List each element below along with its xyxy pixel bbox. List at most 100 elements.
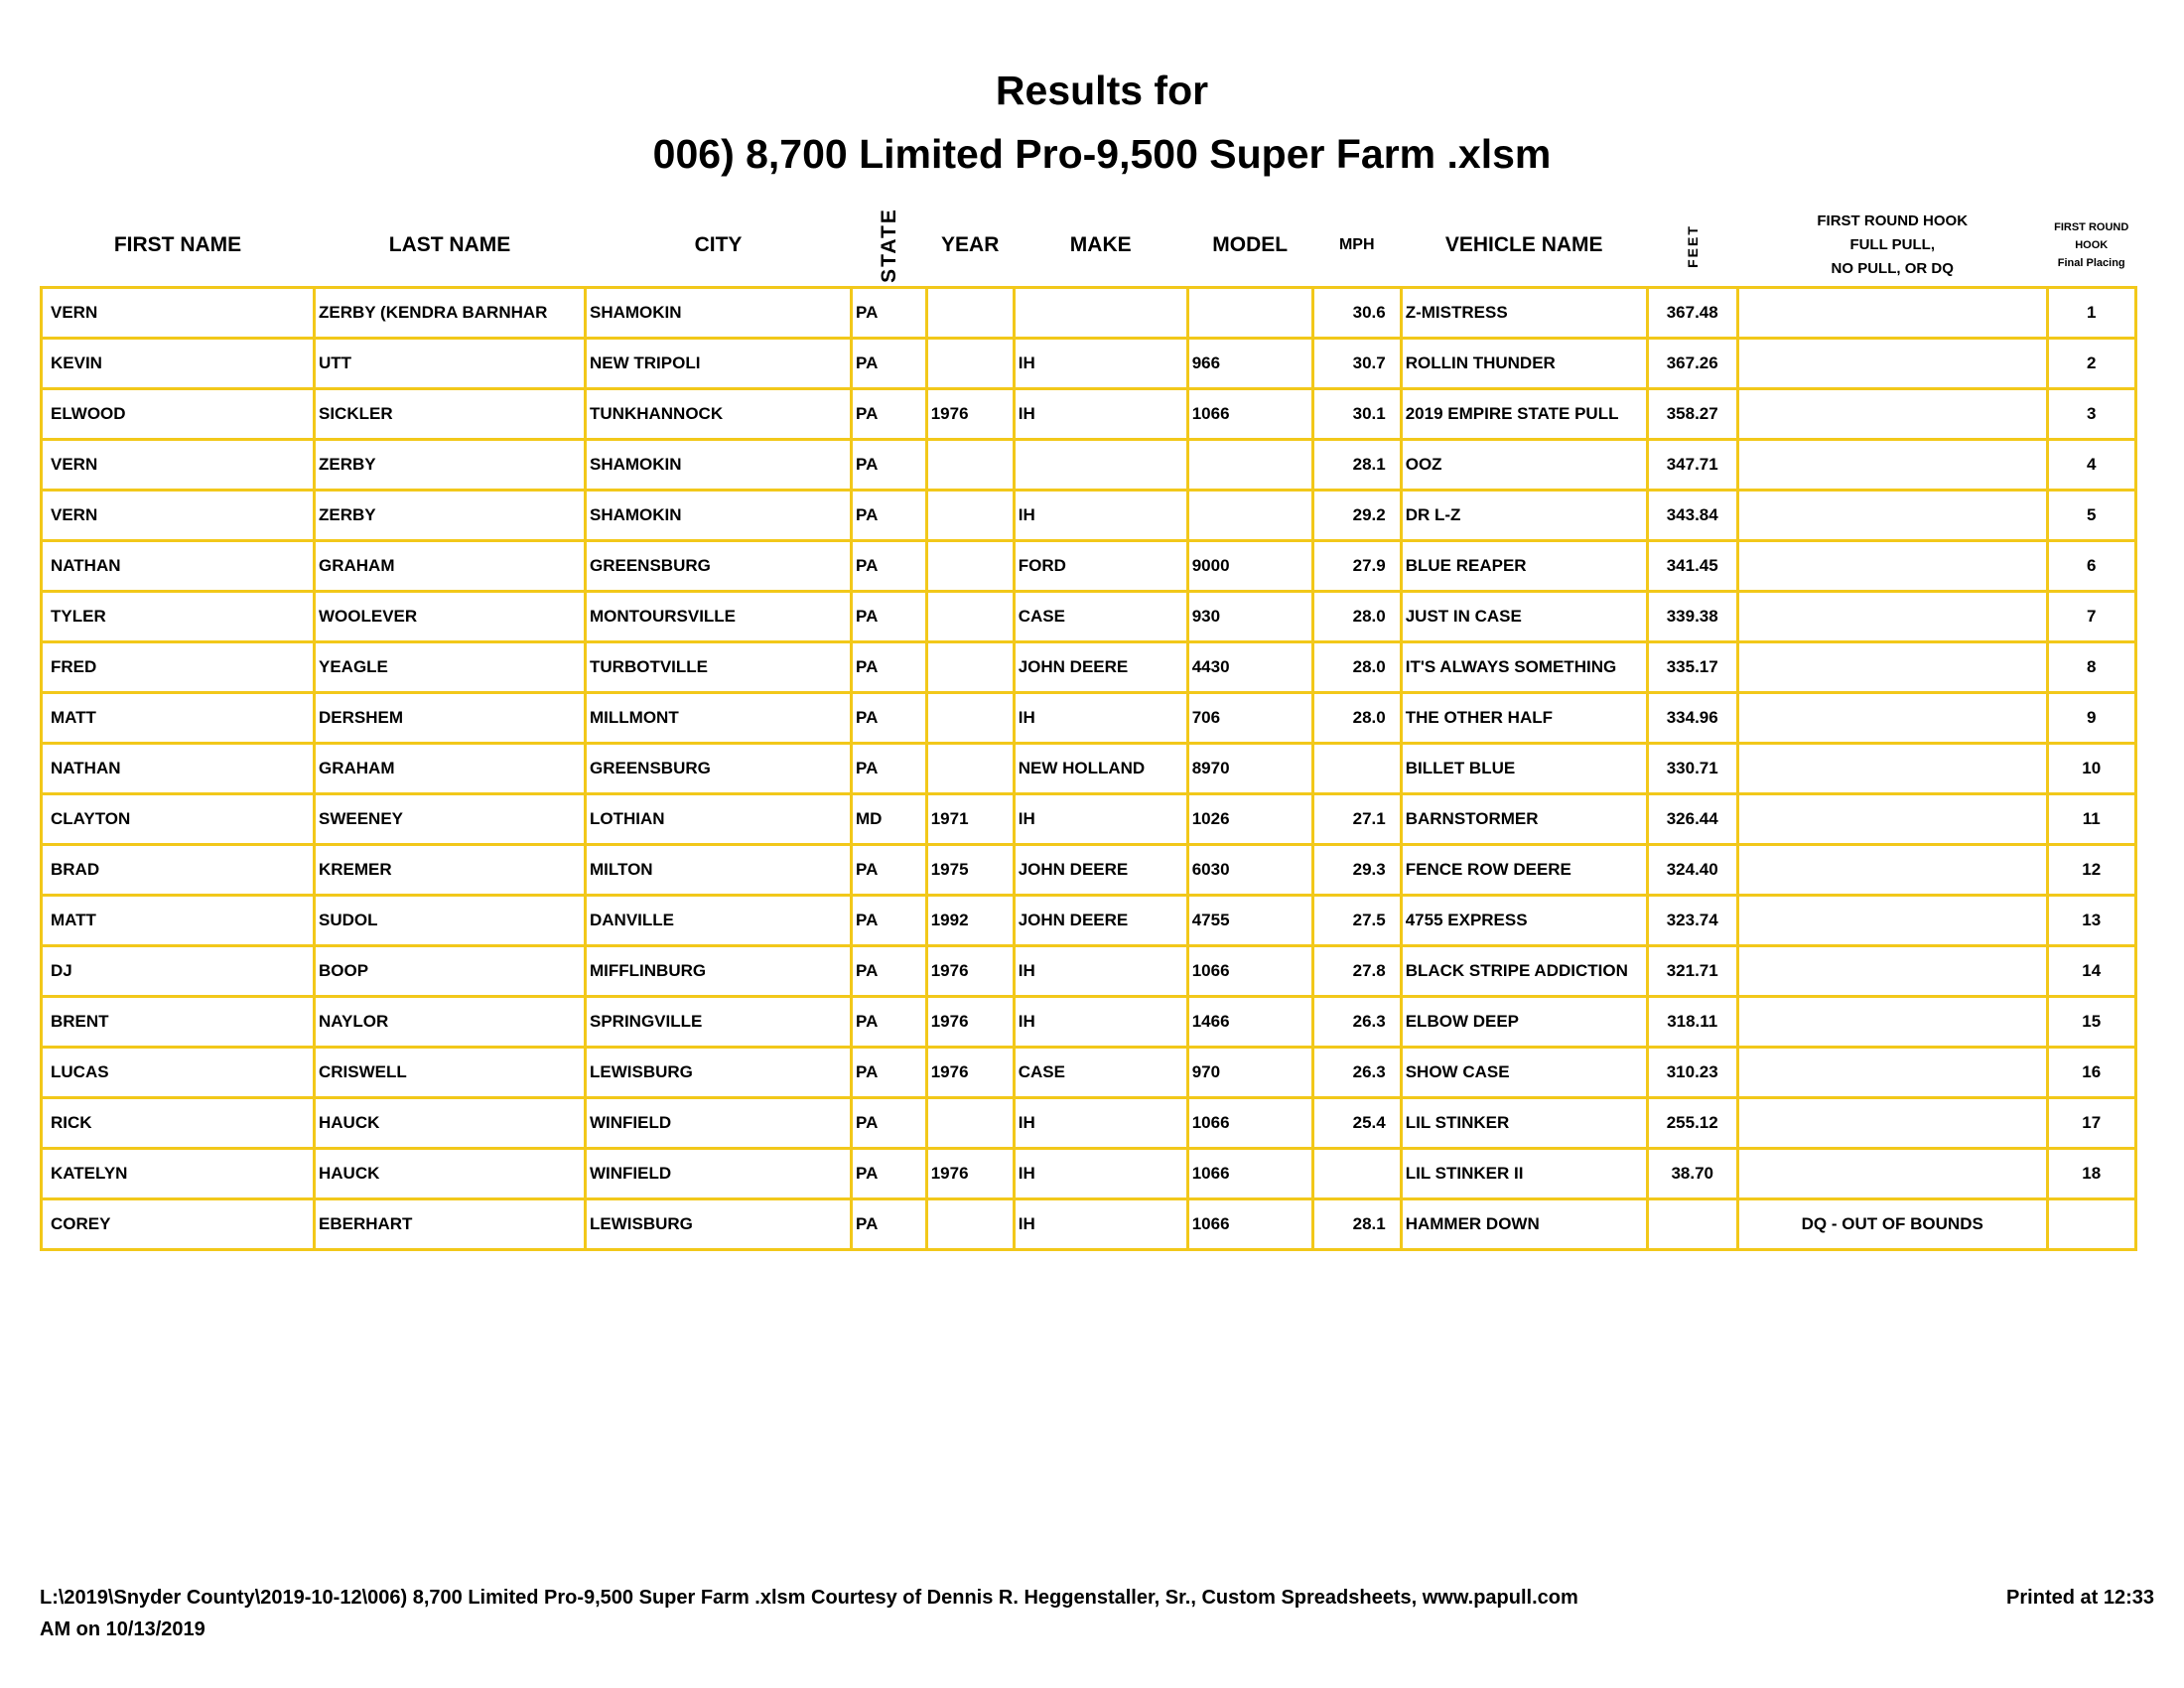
cell-state: PA <box>850 894 928 947</box>
cell-make: CASE <box>1012 590 1189 643</box>
cell-make: IH <box>1012 792 1189 846</box>
cell-vehicle-name: FENCE ROW DEERE <box>1399 843 1649 897</box>
table-row: LUCAS CRISWELL LEWISBURG PA 1976 CASE 970 26.3 S… <box>40 1046 2137 1099</box>
cell-city: NEW TRIPOLI <box>584 337 853 390</box>
header-label: NO PULL, OR DQ <box>1831 259 1954 277</box>
cell-first-name: VERN <box>40 286 316 340</box>
cell-first-round-hook <box>1735 843 2049 897</box>
cell-year <box>924 337 1016 390</box>
cell-state: PA <box>850 1096 928 1150</box>
cell-first-name: CLAYTON <box>40 792 316 846</box>
cell-state: PA <box>850 944 928 998</box>
cell-model <box>1185 489 1314 542</box>
table-row: KATELYN HAUCK WINFIELD PA 1976 IH 1066 LIL STIN… <box>40 1147 2137 1200</box>
cell-feet: 323.74 <box>1645 894 1739 947</box>
cell-state: PA <box>850 337 928 390</box>
cell-mph: 28.0 <box>1310 691 1403 745</box>
cell-make: IH <box>1012 691 1189 745</box>
cell-state: PA <box>850 843 928 897</box>
cell-first-name: DJ <box>40 944 316 998</box>
cell-state: PA <box>850 995 928 1049</box>
cell-city: MONTOURSVILLE <box>584 590 853 643</box>
cell-first-round-hook <box>1735 995 2049 1049</box>
footer: L:\2019\Snyder County\2019-10-12\006) 8,… <box>40 1582 2154 1645</box>
cell-feet: 310.23 <box>1645 1046 1739 1099</box>
cell-first-name: NATHAN <box>40 742 316 795</box>
cell-final-placing: 13 <box>2045 894 2137 947</box>
cell-city: WINFIELD <box>584 1147 853 1200</box>
cell-mph: 30.6 <box>1310 286 1403 340</box>
cell-feet: 321.71 <box>1645 944 1739 998</box>
cell-mph: 28.0 <box>1310 640 1403 694</box>
cell-feet: 255.12 <box>1645 1096 1739 1150</box>
cell-year <box>924 539 1016 593</box>
table-row: ELWOOD SICKLER TUNKHANNOCK PA 1976 IH 1066 30.1… <box>40 387 2137 441</box>
header-first-name: FIRST NAME <box>113 232 242 256</box>
cell-model: 1066 <box>1185 387 1314 441</box>
cell-mph: 26.3 <box>1310 1046 1403 1099</box>
cell-first-name: BRENT <box>40 995 316 1049</box>
cell-mph: 28.1 <box>1310 1197 1403 1251</box>
cell-city: GREENSBURG <box>584 742 853 795</box>
cell-make: IH <box>1012 944 1189 998</box>
cell-model: 4755 <box>1185 894 1314 947</box>
cell-year <box>924 286 1016 340</box>
cell-year <box>924 438 1016 492</box>
cell-city: LEWISBURG <box>584 1197 853 1251</box>
cell-final-placing: 3 <box>2045 387 2137 441</box>
cell-feet: 335.17 <box>1645 640 1739 694</box>
cell-first-round-hook <box>1735 286 2049 340</box>
table-row: MATT DERSHEM MILLMONT PA IH 706 28.0 THE OTHER … <box>40 691 2137 745</box>
cell-make: JOHN DEERE <box>1012 843 1189 897</box>
cell-last-name: GRAHAM <box>313 539 587 593</box>
cell-model <box>1185 438 1314 492</box>
cell-vehicle-name: Z-MISTRESS <box>1399 286 1649 340</box>
cell-first-name: KEVIN <box>40 337 316 390</box>
cell-make: IH <box>1012 995 1189 1049</box>
table-row: VERN ZERBY SHAMOKIN PA IH 29.2 DR L-Z 343.84 5 <box>40 489 2137 542</box>
header-vehicle-name: VEHICLE NAME <box>1444 232 1603 256</box>
cell-feet: 334.96 <box>1645 691 1739 745</box>
table-row: VERN ZERBY SHAMOKIN PA 28.1 OOZ 347.71 4 <box>40 438 2137 492</box>
cell-year <box>924 1197 1016 1251</box>
cell-city: SPRINGVILLE <box>584 995 853 1049</box>
cell-year <box>924 691 1016 745</box>
cell-vehicle-name: IT'S ALWAYS SOMETHING <box>1399 640 1649 694</box>
cell-last-name: ZERBY <box>313 489 587 542</box>
cell-final-placing: 14 <box>2045 944 2137 998</box>
header-year: YEAR <box>941 232 1000 256</box>
table-row: TYLER WOOLEVER MONTOURSVILLE PA CASE 930 28.0 J… <box>40 590 2137 643</box>
table-row: MATT SUDOL DANVILLE PA 1992 JOHN DEERE 4755 27.… <box>40 894 2137 947</box>
cell-last-name: SICKLER <box>313 387 587 441</box>
cell-mph: 25.4 <box>1310 1096 1403 1150</box>
cell-mph: 28.1 <box>1310 438 1403 492</box>
cell-feet: 343.84 <box>1645 489 1739 542</box>
cell-first-round-hook <box>1735 539 2049 593</box>
table-row: BRAD KREMER MILTON PA 1975 JOHN DEERE 6030 29.3… <box>40 843 2137 897</box>
cell-first-name: ELWOOD <box>40 387 316 441</box>
cell-make: IH <box>1012 1197 1189 1251</box>
cell-first-round-hook <box>1735 590 2049 643</box>
cell-model: 1466 <box>1185 995 1314 1049</box>
cell-final-placing: 5 <box>2045 489 2137 542</box>
cell-mph: 27.8 <box>1310 944 1403 998</box>
cell-city: SHAMOKIN <box>584 489 853 542</box>
cell-vehicle-name: ROLLIN THUNDER <box>1399 337 1649 390</box>
cell-last-name: GRAHAM <box>313 742 587 795</box>
cell-make: IH <box>1012 1147 1189 1200</box>
cell-make <box>1012 286 1189 340</box>
cell-final-placing: 4 <box>2045 438 2137 492</box>
cell-year: 1992 <box>924 894 1016 947</box>
cell-city: MIFFLINBURG <box>584 944 853 998</box>
cell-mph: 27.1 <box>1310 792 1403 846</box>
cell-vehicle-name: 2019 EMPIRE STATE PULL <box>1399 387 1649 441</box>
cell-state: PA <box>850 1147 928 1200</box>
cell-state: PA <box>850 438 928 492</box>
cell-vehicle-name: LIL STINKER <box>1399 1096 1649 1150</box>
cell-city: DANVILLE <box>584 894 853 947</box>
cell-mph <box>1310 742 1403 795</box>
title-line-2: 006) 8,700 Limited Pro-9,500 Super Farm … <box>652 131 1552 177</box>
cell-city: WINFIELD <box>584 1096 853 1150</box>
cell-make: IH <box>1012 489 1189 542</box>
cell-feet: 367.26 <box>1645 337 1739 390</box>
